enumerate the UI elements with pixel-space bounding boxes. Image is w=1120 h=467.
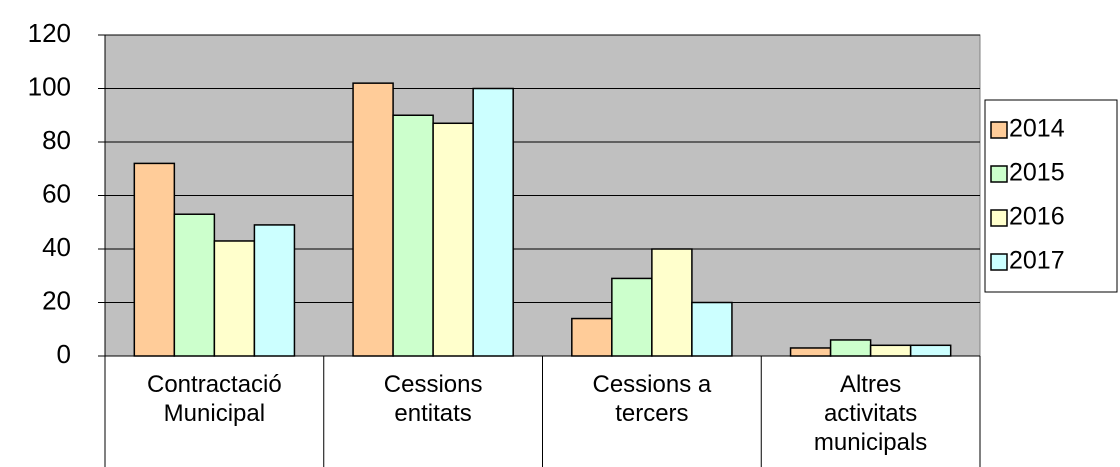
legend-label: 2015 bbox=[1009, 159, 1065, 187]
bar bbox=[392, 114, 434, 357]
bar bbox=[869, 344, 912, 357]
bar bbox=[829, 339, 872, 357]
bar bbox=[789, 347, 832, 357]
bar bbox=[651, 248, 693, 357]
bar bbox=[173, 213, 216, 357]
y-tick-label: 0 bbox=[57, 339, 71, 369]
y-tick-label: 60 bbox=[42, 178, 71, 208]
bar bbox=[909, 344, 952, 357]
y-tick-label: 120 bbox=[28, 18, 71, 48]
x-tick-label: Contractació Municipal bbox=[147, 371, 282, 427]
x-tick-label: Cessions entitats bbox=[383, 371, 483, 427]
y-tick-label: 40 bbox=[42, 232, 71, 262]
legend-swatch bbox=[990, 209, 1008, 227]
legend-label: 2016 bbox=[1009, 203, 1065, 231]
bar bbox=[213, 240, 256, 357]
legend-swatch bbox=[990, 121, 1008, 139]
y-tick-label: 100 bbox=[28, 71, 71, 101]
y-tick-label: 20 bbox=[42, 285, 71, 315]
legend-swatch bbox=[990, 165, 1008, 183]
bar bbox=[253, 224, 296, 357]
legend-label: 2014 bbox=[1009, 115, 1065, 143]
bar bbox=[133, 162, 176, 357]
x-tick-label: Altres activitats municipals bbox=[813, 371, 928, 456]
bar bbox=[691, 301, 733, 357]
bar bbox=[472, 87, 514, 357]
legend-label: 2017 bbox=[1009, 247, 1065, 275]
bar bbox=[611, 277, 653, 357]
x-tick-label: Cessions a tercers bbox=[592, 371, 712, 427]
bar bbox=[571, 317, 613, 357]
bar bbox=[352, 82, 394, 357]
y-tick-label: 80 bbox=[42, 125, 71, 155]
bar bbox=[432, 122, 474, 357]
legend-swatch bbox=[990, 253, 1008, 271]
